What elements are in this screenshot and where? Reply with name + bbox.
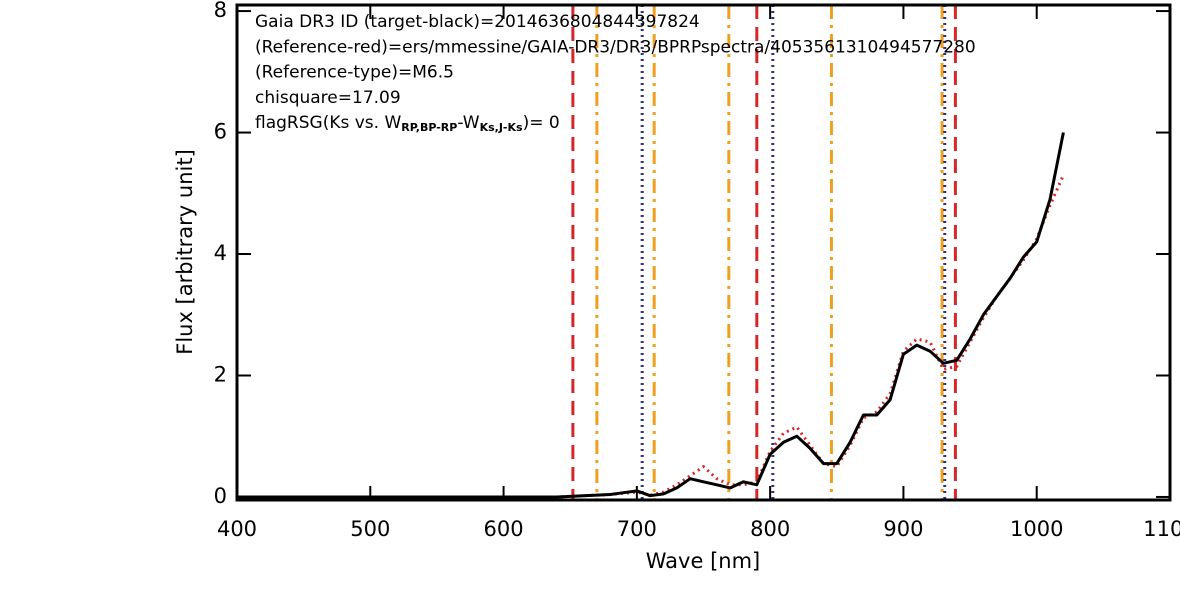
annotation: Gaia DR3 ID (target-black)=2014636804844… bbox=[255, 12, 700, 32]
y-axis-label: Flux [arbitrary unit] bbox=[173, 149, 197, 355]
x-tick-label: 900 bbox=[883, 517, 923, 541]
x-axis-label: Wave [nm] bbox=[646, 549, 760, 573]
y-tick-label: 4 bbox=[214, 241, 227, 265]
spectrum-line bbox=[237, 132, 1065, 499]
annotation: flagRSG(Ks vs. WRP,BP-RP-WKs,J-Ks)= 0 bbox=[255, 113, 560, 134]
x-tick-label: 500 bbox=[350, 517, 390, 541]
annotation-part: RP,BP-RP bbox=[401, 121, 457, 134]
annotation-part: Ks,J-Ks bbox=[480, 121, 523, 134]
annotation: chisquare=17.09 bbox=[255, 88, 401, 108]
y-tick-label: 8 bbox=[214, 0, 227, 22]
annotation-part: flagRSG(Ks vs. W bbox=[255, 113, 401, 133]
annotation: (Reference-type)=M6.5 bbox=[255, 63, 454, 83]
annotation: (Reference-red)=ers/mmessine/GAIA-DR3/DR… bbox=[255, 37, 976, 57]
x-tick-label: 600 bbox=[484, 517, 524, 541]
x-tick-label: 1000 bbox=[1010, 517, 1063, 541]
y-tick-label: 2 bbox=[214, 362, 227, 386]
annotation-part: -W bbox=[457, 113, 479, 133]
y-tick-label: 0 bbox=[214, 484, 227, 508]
x-tick-label: 800 bbox=[750, 517, 790, 541]
x-tick-label: 700 bbox=[617, 517, 657, 541]
x-tick-label: 400 bbox=[217, 517, 257, 541]
plot-frame bbox=[235, 3, 1172, 502]
annotation-part: )= 0 bbox=[523, 113, 560, 133]
spectrum-line bbox=[237, 174, 1065, 499]
y-tick-label: 6 bbox=[214, 120, 227, 144]
